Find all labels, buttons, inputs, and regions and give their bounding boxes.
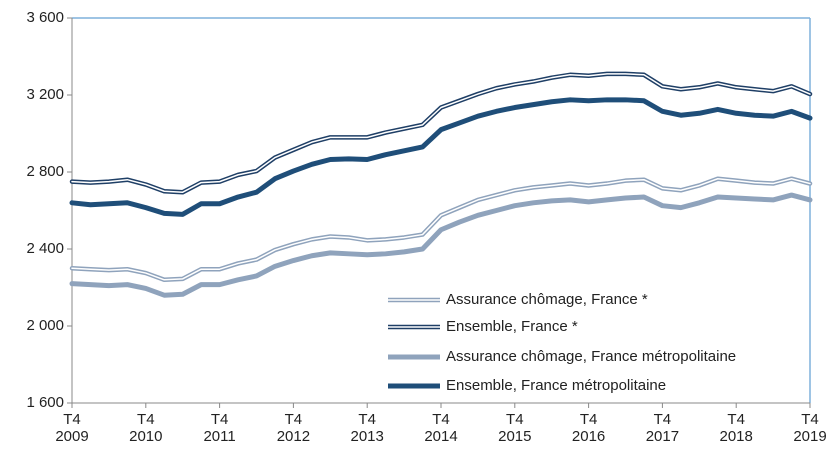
x-tick-label: T4 2018 [719,411,753,445]
legend-label: Assurance chômage, France métropolitaine [446,348,736,365]
x-tick-label: T4 2019 [793,411,827,445]
x-tick-label: T4 2017 [645,411,680,445]
series-line-inner [71,177,811,281]
legend-label: Ensemble, France métropolitaine [446,377,666,394]
x-tick-label: T4 2014 [424,411,458,445]
legend-label: Assurance chômage, France * [446,291,648,308]
y-tick-label: 2 800 [26,163,64,180]
x-tick-label: T4 2010 [129,411,163,445]
x-tick-label: T4 2013 [350,411,384,445]
x-tick-label: T4 2012 [276,411,311,445]
y-tick-label: 1 600 [26,394,64,411]
series-line [69,192,813,298]
x-tick-label: T4 2015 [498,411,532,445]
x-tick-label: T4 2011 [203,411,236,445]
x-tick-label: T4 2016 [571,411,606,445]
y-tick-label: 2 000 [26,317,64,334]
x-tick-label: T4 2009 [55,411,89,445]
legend-label: Ensemble, France * [446,318,578,335]
series-line-inner [71,73,811,193]
y-tick-label: 2 400 [26,240,64,257]
y-tick-label: 3 600 [26,9,64,26]
y-tick-label: 3 200 [26,86,64,103]
series-line [69,97,813,217]
